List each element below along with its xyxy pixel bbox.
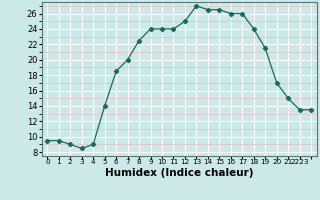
X-axis label: Humidex (Indice chaleur): Humidex (Indice chaleur)	[105, 168, 253, 178]
